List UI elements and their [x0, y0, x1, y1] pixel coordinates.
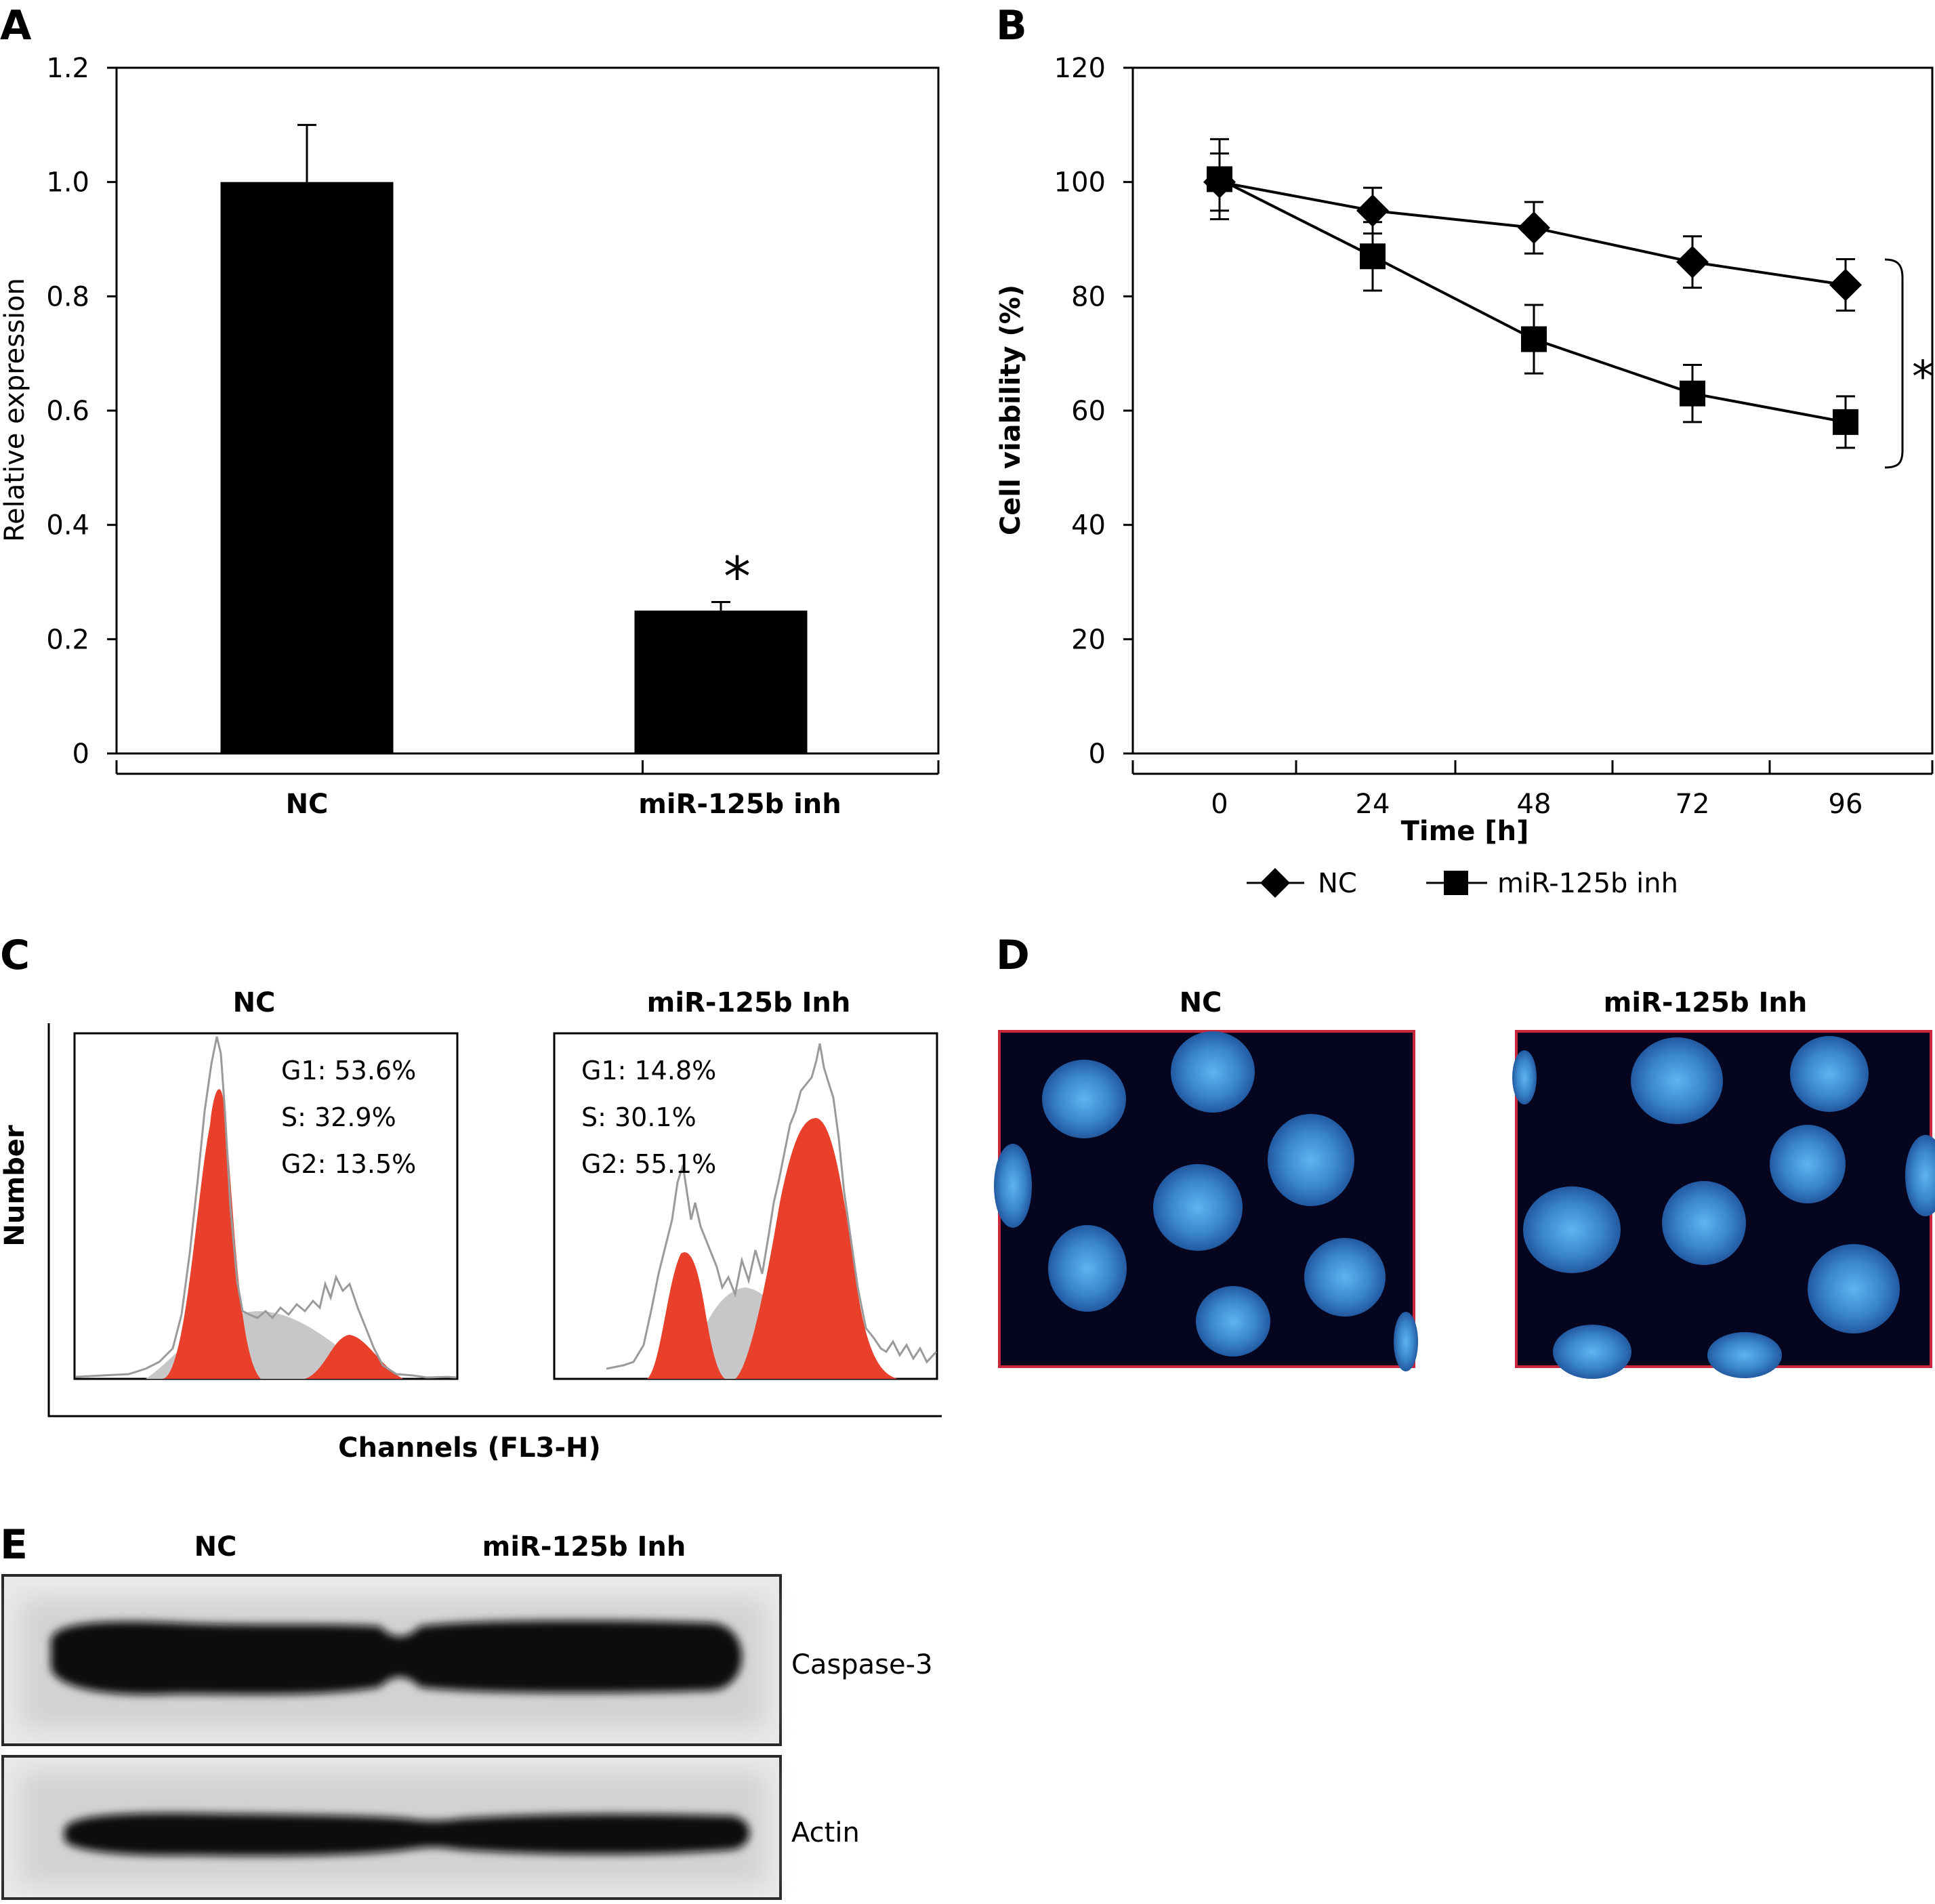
legend-nc-label: NC	[1318, 868, 1357, 899]
actin-band	[64, 1813, 750, 1857]
point-mir-125b-inh	[1680, 380, 1705, 407]
point-mir-125b-inh	[1207, 166, 1232, 192]
lane-nc-label: NC	[194, 1531, 237, 1562]
y-tick-label: 0.8	[46, 281, 89, 312]
panel-d: D NC miR-125b Inh	[994, 932, 1935, 1379]
g2-peak-fill	[305, 1335, 403, 1379]
micrograph-mir-125b-inh-title: miR-125b Inh	[1604, 987, 1808, 1018]
x-tick-label: 48	[1517, 789, 1552, 820]
g1-peak-fill	[647, 1252, 725, 1379]
panel-d-letter: D	[996, 932, 1030, 979]
histogram-mir-125b-inh: miR-125b Inh G1: 14.8% S: 30.1% G2: 55.1…	[553, 987, 938, 1380]
blot-caspase-3: Caspase-3	[1, 1574, 933, 1746]
panel-e-letter: E	[0, 1521, 28, 1569]
point-nc	[1829, 268, 1862, 302]
histogram-mir-125b-inh-title: miR-125b Inh	[647, 987, 851, 1018]
caspase-3-band	[51, 1620, 742, 1695]
histogram-nc: NC G1: 53.6% S: 32.9% G2: 13.5%	[73, 987, 459, 1380]
x-tick-label: 0	[1211, 789, 1228, 820]
legend-mir-125b-inh-label: miR-125b inh	[1497, 868, 1678, 899]
y-tick-label: 40	[1071, 510, 1106, 541]
diamond-marker-icon	[1260, 868, 1290, 898]
point-mir-125b-inh	[1521, 326, 1547, 352]
nucleus-cells	[994, 1031, 1418, 1371]
y-tick-label: 20	[1071, 624, 1106, 655]
y-tick-label: 0.2	[46, 624, 89, 655]
panel-c-outer-axes	[47, 1023, 942, 1417]
significance-asterisk: *	[1912, 352, 1934, 402]
panel-c-x-axis-label: Channels (FL3-H)	[338, 1432, 601, 1464]
micrograph-nc	[994, 1030, 1418, 1371]
point-nc	[1356, 194, 1389, 227]
caspase-3-label: Caspase-3	[791, 1649, 933, 1680]
actin-label: Actin	[791, 1817, 860, 1848]
bar-mir-125b-inh	[634, 610, 808, 753]
histogram-nc-title: NC	[233, 987, 276, 1018]
panel-a-y-axis-label: Relative expression	[0, 278, 30, 542]
bar-nc	[220, 182, 394, 754]
significance-asterisk: *	[724, 545, 751, 608]
micrograph-nc-title: NC	[1180, 987, 1222, 1018]
histogram-nc-g2: G2: 13.5%	[281, 1149, 416, 1179]
panel-c: C Number Channels (FL3-H) NC G1: 53.6% S…	[0, 932, 942, 1464]
legend-nc: NC	[1247, 868, 1357, 899]
x-tick-label: 24	[1356, 789, 1390, 820]
histogram-nc-s: S: 32.9%	[281, 1102, 396, 1132]
histogram-mir-125b-inh-g1: G1: 14.8%	[581, 1056, 716, 1085]
histogram-nc-g1: G1: 53.6%	[281, 1056, 416, 1085]
point-nc	[1518, 211, 1550, 245]
significance-bracket	[1884, 258, 1904, 469]
y-tick-label: 100	[1054, 167, 1106, 199]
x-tick-label: 96	[1829, 789, 1863, 820]
nucleus-cells	[1512, 1036, 1935, 1379]
g2-peak-fill	[735, 1118, 898, 1379]
panel-a-bar-chart: 0 0.2 0.4 0.6 0.8 1.0 1.2 NC miR-125b inh *	[46, 53, 940, 820]
point-mir-125b-inh	[1833, 409, 1858, 435]
panel-b-line-chart: 0 20 40 60 80 100 120 0 24 48 72 96 *	[1054, 53, 1934, 820]
y-tick-label: 80	[1071, 281, 1106, 312]
x-tick-label: miR-125b inh	[638, 789, 841, 820]
plot-frame	[1131, 66, 1934, 755]
panel-b-x-axis-label: Time [h]	[1401, 816, 1529, 847]
panel-c-y-axis-label: Number	[0, 1125, 30, 1246]
y-tick-label: 0.6	[46, 396, 89, 427]
panel-b: B 0 20 40 60 80 100 120 0 24 48 72 96 * Cell viabili…	[995, 2, 1934, 899]
panel-c-letter: C	[0, 932, 30, 979]
panel-b-letter: B	[996, 2, 1027, 49]
point-mir-125b-inh	[1360, 243, 1386, 270]
lane-mir-125b-inh-label: miR-125b Inh	[482, 1531, 686, 1562]
histogram-mir-125b-inh-s: S: 30.1%	[581, 1102, 696, 1132]
legend-mir-125b-inh: miR-125b inh	[1426, 868, 1678, 899]
panel-a: A 0 0.2 0.4 0.6 0.8 1.0 1.2 NC miR-125b inh * Rel…	[0, 2, 940, 820]
x-tick-label: 72	[1676, 789, 1710, 820]
y-tick-label: 0	[72, 739, 89, 770]
panel-a-letter: A	[0, 2, 32, 49]
x-tick-label: NC	[286, 789, 329, 820]
y-tick-label: 1.2	[46, 53, 89, 84]
blot-actin: Actin	[1, 1755, 860, 1900]
histogram-nc-trace	[75, 1036, 457, 1379]
y-tick-label: 1.0	[46, 167, 89, 199]
y-tick-label: 0.4	[46, 510, 89, 541]
y-tick-label: 120	[1054, 53, 1106, 84]
y-tick-label: 60	[1071, 396, 1106, 427]
point-nc	[1676, 245, 1709, 278]
histogram-mir-125b-inh-trace	[606, 1043, 938, 1370]
g1-peak-fill	[163, 1089, 261, 1379]
square-marker-icon	[1444, 871, 1468, 895]
micrograph-mir-125b-inh	[1512, 1030, 1935, 1379]
y-tick-label: 0	[1089, 739, 1106, 770]
histogram-mir-125b-inh-g2: G2: 55.1%	[581, 1149, 716, 1179]
panel-e: E NC miR-125b Inh Caspase-3 Actin	[0, 1521, 933, 1900]
panel-b-y-axis-label: Cell viability (%)	[995, 285, 1026, 535]
panel-b-legend: NC miR-125b inh	[1247, 868, 1678, 899]
